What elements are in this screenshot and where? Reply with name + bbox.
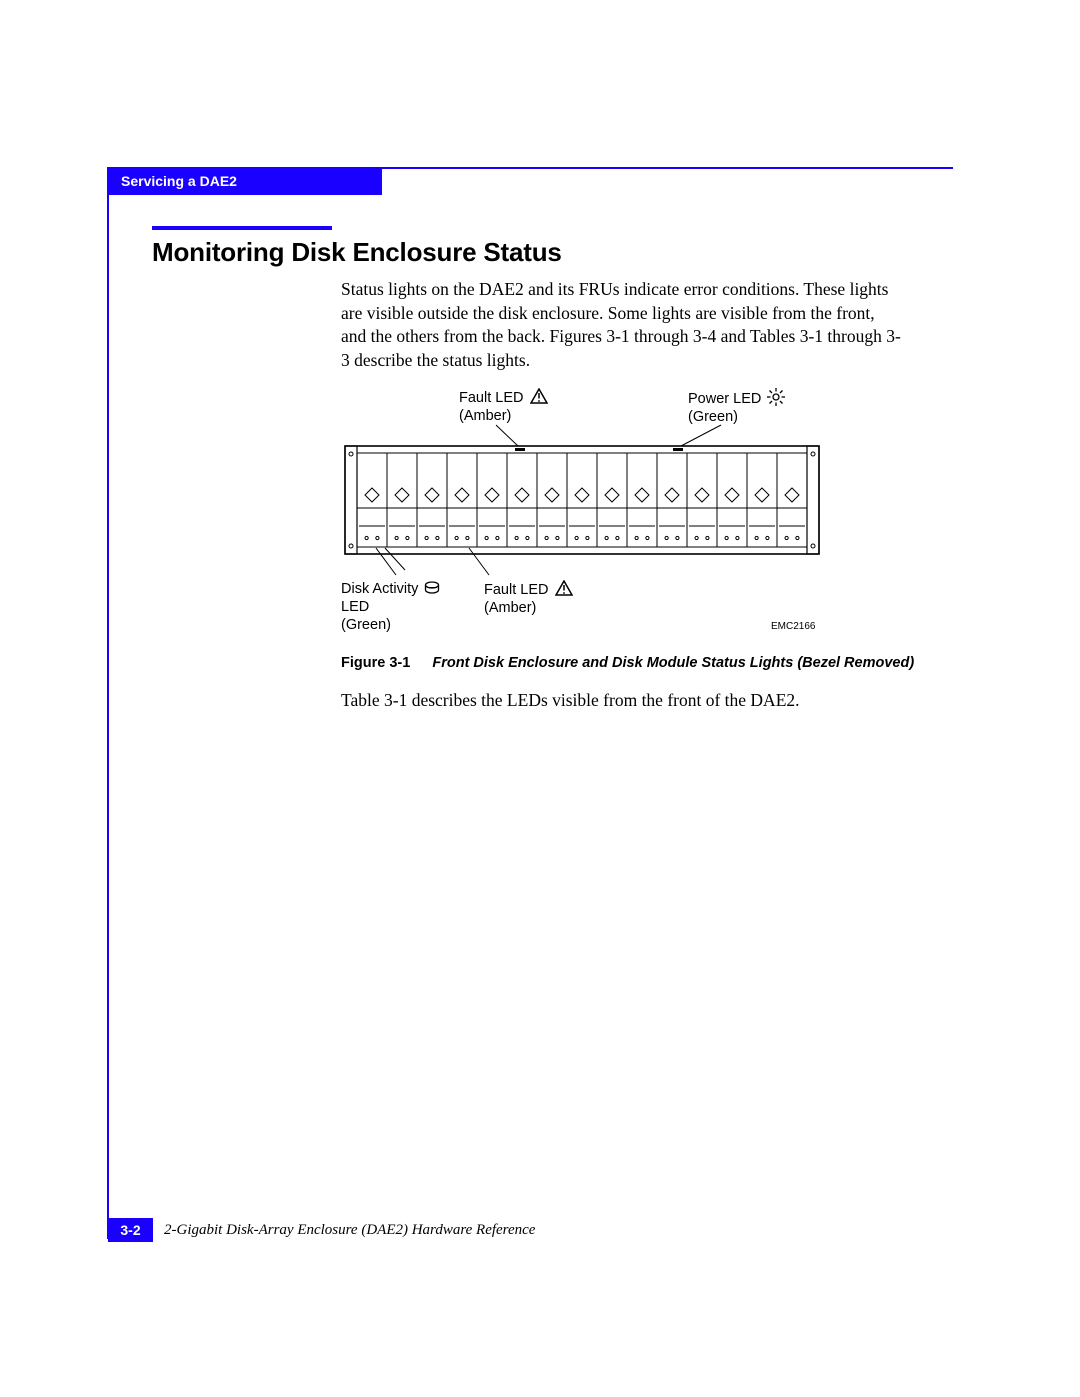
figure-number: Figure 3-1 xyxy=(341,655,410,671)
footer-page-number: 3-2 xyxy=(108,1218,153,1242)
figure-title: Front Disk Enclosure and Disk Module Sta… xyxy=(432,655,914,671)
section-tab-label: Servicing a DAE2 xyxy=(121,173,237,189)
figure-caption: Figure 3-1 Front Disk Enclosure and Disk… xyxy=(341,655,914,671)
disk-activity-line2: LED xyxy=(341,599,369,615)
intro-paragraph: Status lights on the DAE2 and its FRUs i… xyxy=(341,278,901,373)
disk-activity-sub: (Green) xyxy=(341,617,391,633)
footer-page-number-text: 3-2 xyxy=(120,1222,140,1238)
left-margin-rule xyxy=(107,167,109,1239)
table-reference-text: Table 3-1 describes the LEDs visible fro… xyxy=(341,690,901,711)
power-led-top-text: Power LED xyxy=(688,391,761,407)
fault-led-bottom-label: Fault LED (Amber) xyxy=(484,580,573,617)
sun-icon xyxy=(767,388,785,406)
disk-icon xyxy=(424,581,440,595)
footer-doc-title: 2-Gigabit Disk-Array Enclosure (DAE2) Ha… xyxy=(164,1222,535,1239)
emc-code: EMC2166 xyxy=(771,621,815,632)
warning-triangle-icon xyxy=(555,580,573,596)
fault-led-top-text: Fault LED xyxy=(459,390,523,406)
fault-led-bottom-text: Fault LED xyxy=(484,582,548,598)
warning-triangle-icon xyxy=(530,388,548,404)
document-page: Servicing a DAE2 Monitoring Disk Enclosu… xyxy=(0,0,1080,1397)
section-tab: Servicing a DAE2 xyxy=(107,167,382,195)
page-title: Monitoring Disk Enclosure Status xyxy=(152,237,562,268)
fault-led-bottom-sub: (Amber) xyxy=(484,600,536,616)
title-underline xyxy=(152,226,332,230)
disk-activity-label: Disk Activity LED (Green) xyxy=(341,580,440,634)
disk-activity-text: Disk Activity xyxy=(341,581,418,597)
